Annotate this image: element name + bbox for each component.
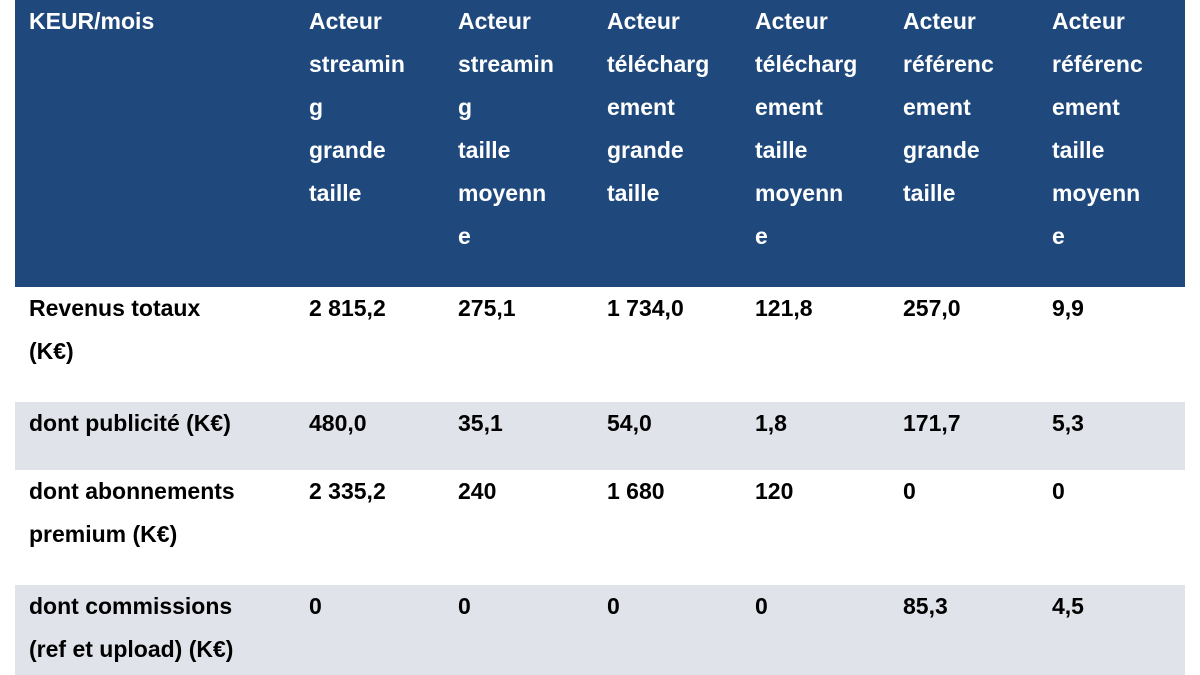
table-cell: 120 xyxy=(755,478,794,504)
table-cell: 0 xyxy=(458,593,471,619)
table-cell: 171,7 xyxy=(903,410,961,436)
header-cell-streaming-large: Acteur streamin g grande taille xyxy=(309,8,405,206)
table-cell: 9,9 xyxy=(1052,295,1084,321)
table-cell: 1,8 xyxy=(755,410,787,436)
table-cell: 1 680 xyxy=(607,478,665,504)
table-cell: 240 xyxy=(458,478,497,504)
table-header-row: KEUR/mois Acteur streamin g grande taill… xyxy=(15,0,1185,287)
table-cell: 0 xyxy=(309,593,322,619)
table-cell: 4,5 xyxy=(1052,593,1084,619)
table-cell: 0 xyxy=(755,593,768,619)
table-cell: 2 815,2 xyxy=(309,295,386,321)
table-cell: 0 xyxy=(607,593,620,619)
table-cell: 275,1 xyxy=(458,295,516,321)
table-cell: 0 xyxy=(903,478,916,504)
header-cell-download-medium: Acteur télécharg ement taille moyenn e xyxy=(755,8,858,249)
header-cell-streaming-medium: Acteur streamin g taille moyenn e xyxy=(458,8,554,249)
table-cell: 2 335,2 xyxy=(309,478,386,504)
header-cell-download-large: Acteur télécharg ement grande taille xyxy=(607,8,710,206)
table-cell: 121,8 xyxy=(755,295,813,321)
table-row: Revenus totaux (K€) 2 815,2 275,1 1 734,… xyxy=(15,287,1185,402)
row-label: Revenus totaux (K€) xyxy=(29,295,201,364)
table-row: dont abonnements premium (K€) 2 335,2 24… xyxy=(15,470,1185,585)
header-cell-unit: KEUR/mois xyxy=(29,8,155,34)
row-label: dont commissions (ref et upload) (K€) xyxy=(29,593,234,662)
table-cell: 54,0 xyxy=(607,410,652,436)
row-label: dont abonnements premium (K€) xyxy=(29,478,235,547)
table-cell: 0 xyxy=(1052,478,1065,504)
table-cell: 1 734,0 xyxy=(607,295,684,321)
table-row: dont commissions (ref et upload) (K€) 0 … xyxy=(15,585,1185,675)
header-cell-referencing-medium: Acteur référenc ement taille moyenn e xyxy=(1052,8,1143,249)
table-cell: 85,3 xyxy=(903,593,948,619)
header-cell-referencing-large: Acteur référenc ement grande taille xyxy=(903,8,994,206)
table-cell: 5,3 xyxy=(1052,410,1084,436)
revenue-table: KEUR/mois Acteur streamin g grande taill… xyxy=(15,0,1185,675)
table-cell: 35,1 xyxy=(458,410,503,436)
table-row: dont publicité (K€) 480,0 35,1 54,0 1,8 … xyxy=(15,402,1185,470)
table-cell: 480,0 xyxy=(309,410,367,436)
table-cell: 257,0 xyxy=(903,295,961,321)
row-label: dont publicité (K€) xyxy=(29,410,231,436)
